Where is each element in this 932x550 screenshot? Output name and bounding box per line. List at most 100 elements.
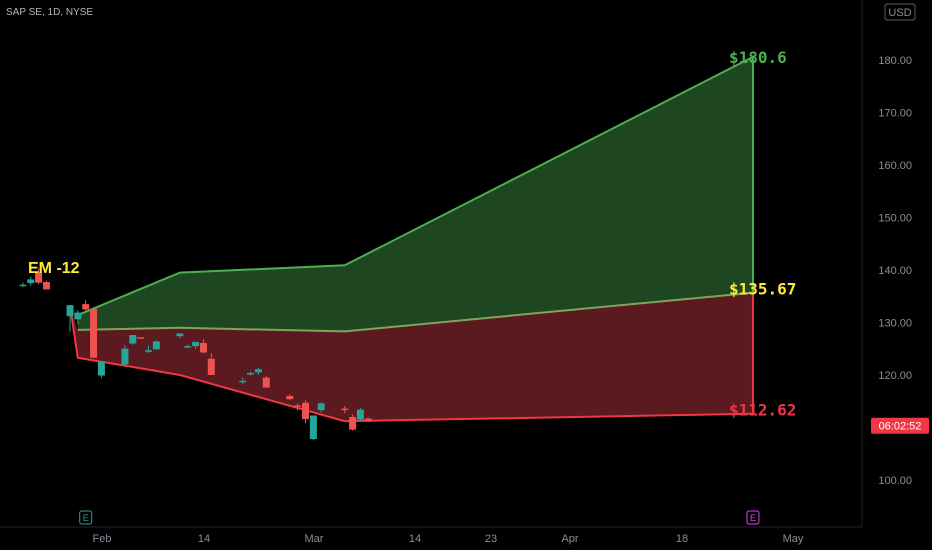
candle-body xyxy=(317,403,325,411)
candle[interactable] xyxy=(82,299,90,312)
candle[interactable] xyxy=(129,335,137,345)
candle-body xyxy=(27,279,35,284)
candle[interactable] xyxy=(90,307,98,359)
candle-body xyxy=(262,377,270,388)
countdown-badge: 06:02:52 xyxy=(871,417,929,434)
candle-body xyxy=(207,358,215,375)
earnings-marker-label: E xyxy=(83,513,89,523)
em-label: EM -12 xyxy=(28,260,80,277)
lower-target-label: $112.62 xyxy=(729,401,796,420)
bearish-zone-fill xyxy=(70,292,753,422)
candle-body xyxy=(42,282,50,290)
price-tick-label: 130.00 xyxy=(878,318,912,330)
candle-body xyxy=(35,272,43,283)
candle-body xyxy=(286,396,294,400)
candle[interactable] xyxy=(19,282,27,288)
candle[interactable] xyxy=(42,280,50,290)
candle-body xyxy=(19,284,27,287)
candle-body xyxy=(90,308,98,358)
candle-body xyxy=(254,369,262,373)
candle[interactable] xyxy=(286,394,294,401)
price-tick-label: 170.00 xyxy=(878,108,912,120)
candle[interactable] xyxy=(364,417,372,423)
candle-body xyxy=(74,312,82,320)
candle[interactable] xyxy=(207,352,215,375)
candle-body xyxy=(145,350,152,352)
price-tick-label: 160.00 xyxy=(878,160,912,172)
candle-body xyxy=(137,337,145,339)
symbol-title: SAP SE, 1D, NYSE xyxy=(6,7,93,18)
candle-body xyxy=(309,415,317,440)
candle-body xyxy=(349,417,357,430)
candle[interactable] xyxy=(74,310,82,325)
candle-body xyxy=(152,341,160,350)
price-tick-label: 180.00 xyxy=(878,55,912,67)
time-tick-label: Feb xyxy=(93,533,112,545)
candle-body xyxy=(192,341,200,347)
candle[interactable] xyxy=(356,408,364,422)
candle[interactable] xyxy=(262,375,270,388)
candle[interactable] xyxy=(199,339,207,354)
candle-body xyxy=(176,333,184,337)
candle-body xyxy=(82,304,90,310)
expected-move-zones xyxy=(69,56,754,423)
earnings-marker[interactable]: E xyxy=(79,510,93,525)
candlestick-series xyxy=(19,268,372,441)
time-tick-label: 14 xyxy=(409,533,421,545)
candle-body xyxy=(199,342,207,353)
price-tick-label: 100.00 xyxy=(878,475,912,487)
earnings-marker-box xyxy=(746,510,760,525)
candle-body xyxy=(294,405,302,407)
currency-badge[interactable]: USD xyxy=(884,3,916,21)
candle[interactable] xyxy=(247,371,255,376)
middle-bound-line xyxy=(77,291,753,333)
bullish-zone-fill xyxy=(77,56,753,332)
price-tick-label: 140.00 xyxy=(878,265,912,277)
candle[interactable] xyxy=(254,368,262,375)
candle[interactable] xyxy=(184,344,192,348)
candle[interactable] xyxy=(302,400,309,424)
earnings-marker-label: E xyxy=(750,513,756,523)
candle[interactable] xyxy=(349,414,357,431)
candle-body xyxy=(364,418,372,422)
candle[interactable] xyxy=(145,345,152,353)
candle[interactable] xyxy=(176,333,184,339)
candle-body xyxy=(66,305,74,317)
candle[interactable] xyxy=(317,402,325,413)
time-axis: Feb 14 Mar 14 23 Apr 18 May xyxy=(0,526,862,545)
candle[interactable] xyxy=(152,340,160,350)
candle[interactable] xyxy=(137,337,145,339)
upper-bound-line xyxy=(77,56,754,317)
candle-body xyxy=(129,335,137,344)
candle-body xyxy=(341,408,349,411)
time-tick-label: Mar xyxy=(305,533,324,545)
candle-body xyxy=(121,348,129,365)
countdown-label: 06:02:52 xyxy=(879,421,922,433)
candle[interactable] xyxy=(309,415,317,441)
candle[interactable] xyxy=(35,268,43,285)
candle-body xyxy=(302,402,309,420)
candle[interactable] xyxy=(239,377,247,384)
candle[interactable] xyxy=(97,361,105,379)
candle[interactable] xyxy=(294,403,302,411)
candle[interactable] xyxy=(341,405,349,414)
earnings-marker-box xyxy=(79,510,93,525)
currency-label: USD xyxy=(888,7,911,19)
upper-target-label: $180.6 xyxy=(729,48,787,67)
lower-bound-line xyxy=(69,305,753,423)
candle[interactable] xyxy=(121,345,129,366)
candle[interactable] xyxy=(27,276,35,286)
earnings-marker[interactable]: E xyxy=(746,510,760,525)
price-tick-label: 120.00 xyxy=(878,370,912,382)
candle-body xyxy=(247,372,255,375)
time-tick-label: Apr xyxy=(561,533,578,545)
candle[interactable] xyxy=(192,341,200,349)
time-tick-label: 18 xyxy=(676,533,688,545)
candle-body xyxy=(184,346,192,348)
time-tick-label: 23 xyxy=(485,533,497,545)
candle[interactable] xyxy=(66,305,74,332)
candle-body xyxy=(239,380,247,383)
